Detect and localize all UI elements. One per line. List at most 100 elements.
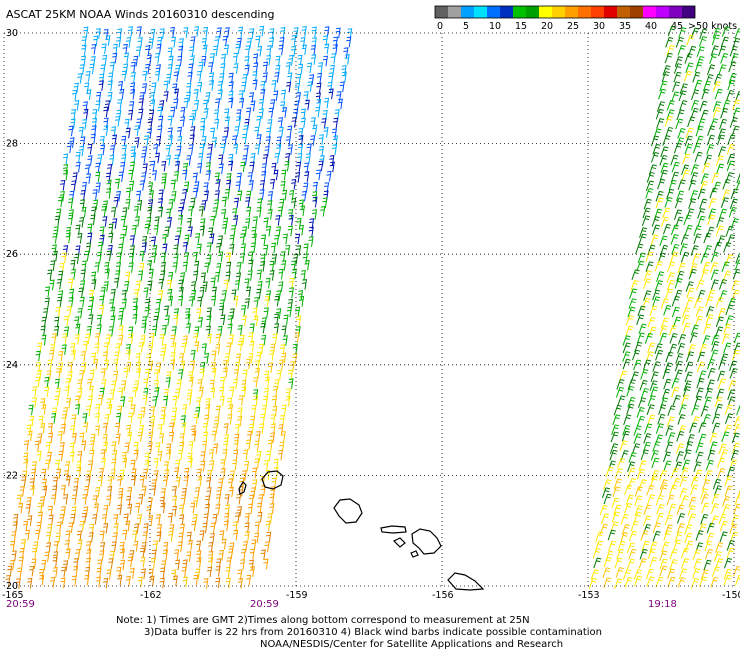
wind-barb xyxy=(636,260,645,272)
wind-barb xyxy=(160,252,167,264)
wind-barb xyxy=(295,326,301,337)
wind-barb xyxy=(278,424,284,435)
wind-barb xyxy=(79,280,86,291)
wind-barb xyxy=(230,224,237,236)
legend-label: 35 xyxy=(619,21,631,32)
wind-barb xyxy=(256,351,262,363)
wind-barb xyxy=(102,351,108,362)
wind-barb xyxy=(232,459,238,471)
wind-barb xyxy=(169,359,176,371)
wind-barb xyxy=(634,495,643,507)
wind-barb xyxy=(190,36,196,47)
wind-barb xyxy=(265,54,272,66)
wind-barb xyxy=(33,541,39,552)
wind-barb xyxy=(113,370,119,382)
wind-barb xyxy=(205,325,211,337)
wind-barb xyxy=(83,485,90,497)
wind-barb xyxy=(645,188,654,199)
wind-barb xyxy=(702,479,711,490)
wind-barb xyxy=(186,394,192,406)
wind-barb xyxy=(710,251,719,263)
wind-barb xyxy=(177,206,184,218)
wind-barb xyxy=(168,55,174,67)
wind-barb xyxy=(25,503,31,515)
wind-barb xyxy=(693,225,702,236)
wind-barb xyxy=(99,304,105,316)
wind-barb xyxy=(119,469,125,481)
wind-barb xyxy=(697,208,706,219)
wind-barb xyxy=(108,558,114,569)
wind-barb xyxy=(629,288,638,300)
wind-barb xyxy=(54,215,60,227)
wind-barb xyxy=(145,45,151,56)
wind-barb xyxy=(141,485,147,497)
wind-barb xyxy=(110,469,116,480)
wind-barb xyxy=(294,172,301,183)
wind-barb xyxy=(698,422,707,433)
wind-barb xyxy=(36,369,42,381)
wind-barb xyxy=(612,486,621,498)
wind-barb xyxy=(670,171,679,183)
wind-barb xyxy=(706,358,716,370)
wind-barb xyxy=(274,72,280,83)
wind-barb xyxy=(150,28,156,40)
wind-barb xyxy=(81,440,87,452)
wind-barb xyxy=(244,118,250,130)
legend-label: 40 xyxy=(645,21,657,32)
island-hawaii xyxy=(447,572,485,591)
wind-barb xyxy=(626,385,635,397)
wind-barb xyxy=(671,161,680,173)
wind-barb xyxy=(65,377,71,389)
wind-barb xyxy=(37,342,43,354)
wind-barb xyxy=(56,278,62,290)
wind-barb xyxy=(164,226,170,237)
wind-barb xyxy=(681,394,690,406)
wind-barb xyxy=(90,56,96,67)
wind-barb xyxy=(677,262,686,274)
wind-barb xyxy=(173,467,180,478)
wind-barb xyxy=(331,128,337,140)
wind-barb xyxy=(346,36,352,48)
wind-barb xyxy=(85,242,92,254)
wind-barb xyxy=(28,415,35,427)
wind-barb xyxy=(195,233,201,244)
wind-barb xyxy=(623,414,632,426)
wind-barb xyxy=(274,295,280,307)
wind-barb xyxy=(267,513,273,524)
wind-barb xyxy=(266,45,272,56)
wind-barb xyxy=(169,26,175,38)
wind-barb xyxy=(83,108,89,120)
wind-barb xyxy=(75,395,81,407)
wind-barb xyxy=(214,271,220,283)
wind-barb xyxy=(261,234,267,246)
wind-barb xyxy=(130,71,136,83)
wind-barb xyxy=(219,386,225,398)
wind-barb xyxy=(69,137,75,148)
wind-barb xyxy=(705,459,714,471)
wind-barb xyxy=(668,503,677,515)
wind-barb xyxy=(636,332,646,344)
wind-barb xyxy=(712,422,721,434)
legend-swatch xyxy=(669,6,682,18)
wind-barb xyxy=(599,504,608,516)
wind-barb xyxy=(225,271,231,283)
wind-barb xyxy=(156,523,162,535)
wind-barb xyxy=(328,88,334,100)
wind-barb xyxy=(65,475,71,487)
wind-barb xyxy=(722,495,731,507)
wind-barb xyxy=(304,171,310,182)
wind-barb xyxy=(189,360,196,372)
wind-barb xyxy=(663,304,672,316)
wind-barb xyxy=(107,91,113,103)
wind-barb xyxy=(102,216,108,227)
wind-barb xyxy=(622,351,631,362)
wind-barb xyxy=(204,262,210,273)
wind-barb xyxy=(122,457,128,469)
wind-barb xyxy=(103,117,109,129)
wind-barb xyxy=(166,443,172,454)
wind-barb xyxy=(35,361,41,373)
wind-barb xyxy=(636,314,645,326)
legend-swatch xyxy=(474,6,487,18)
wind-barb xyxy=(265,136,271,147)
wind-barb xyxy=(323,190,329,202)
